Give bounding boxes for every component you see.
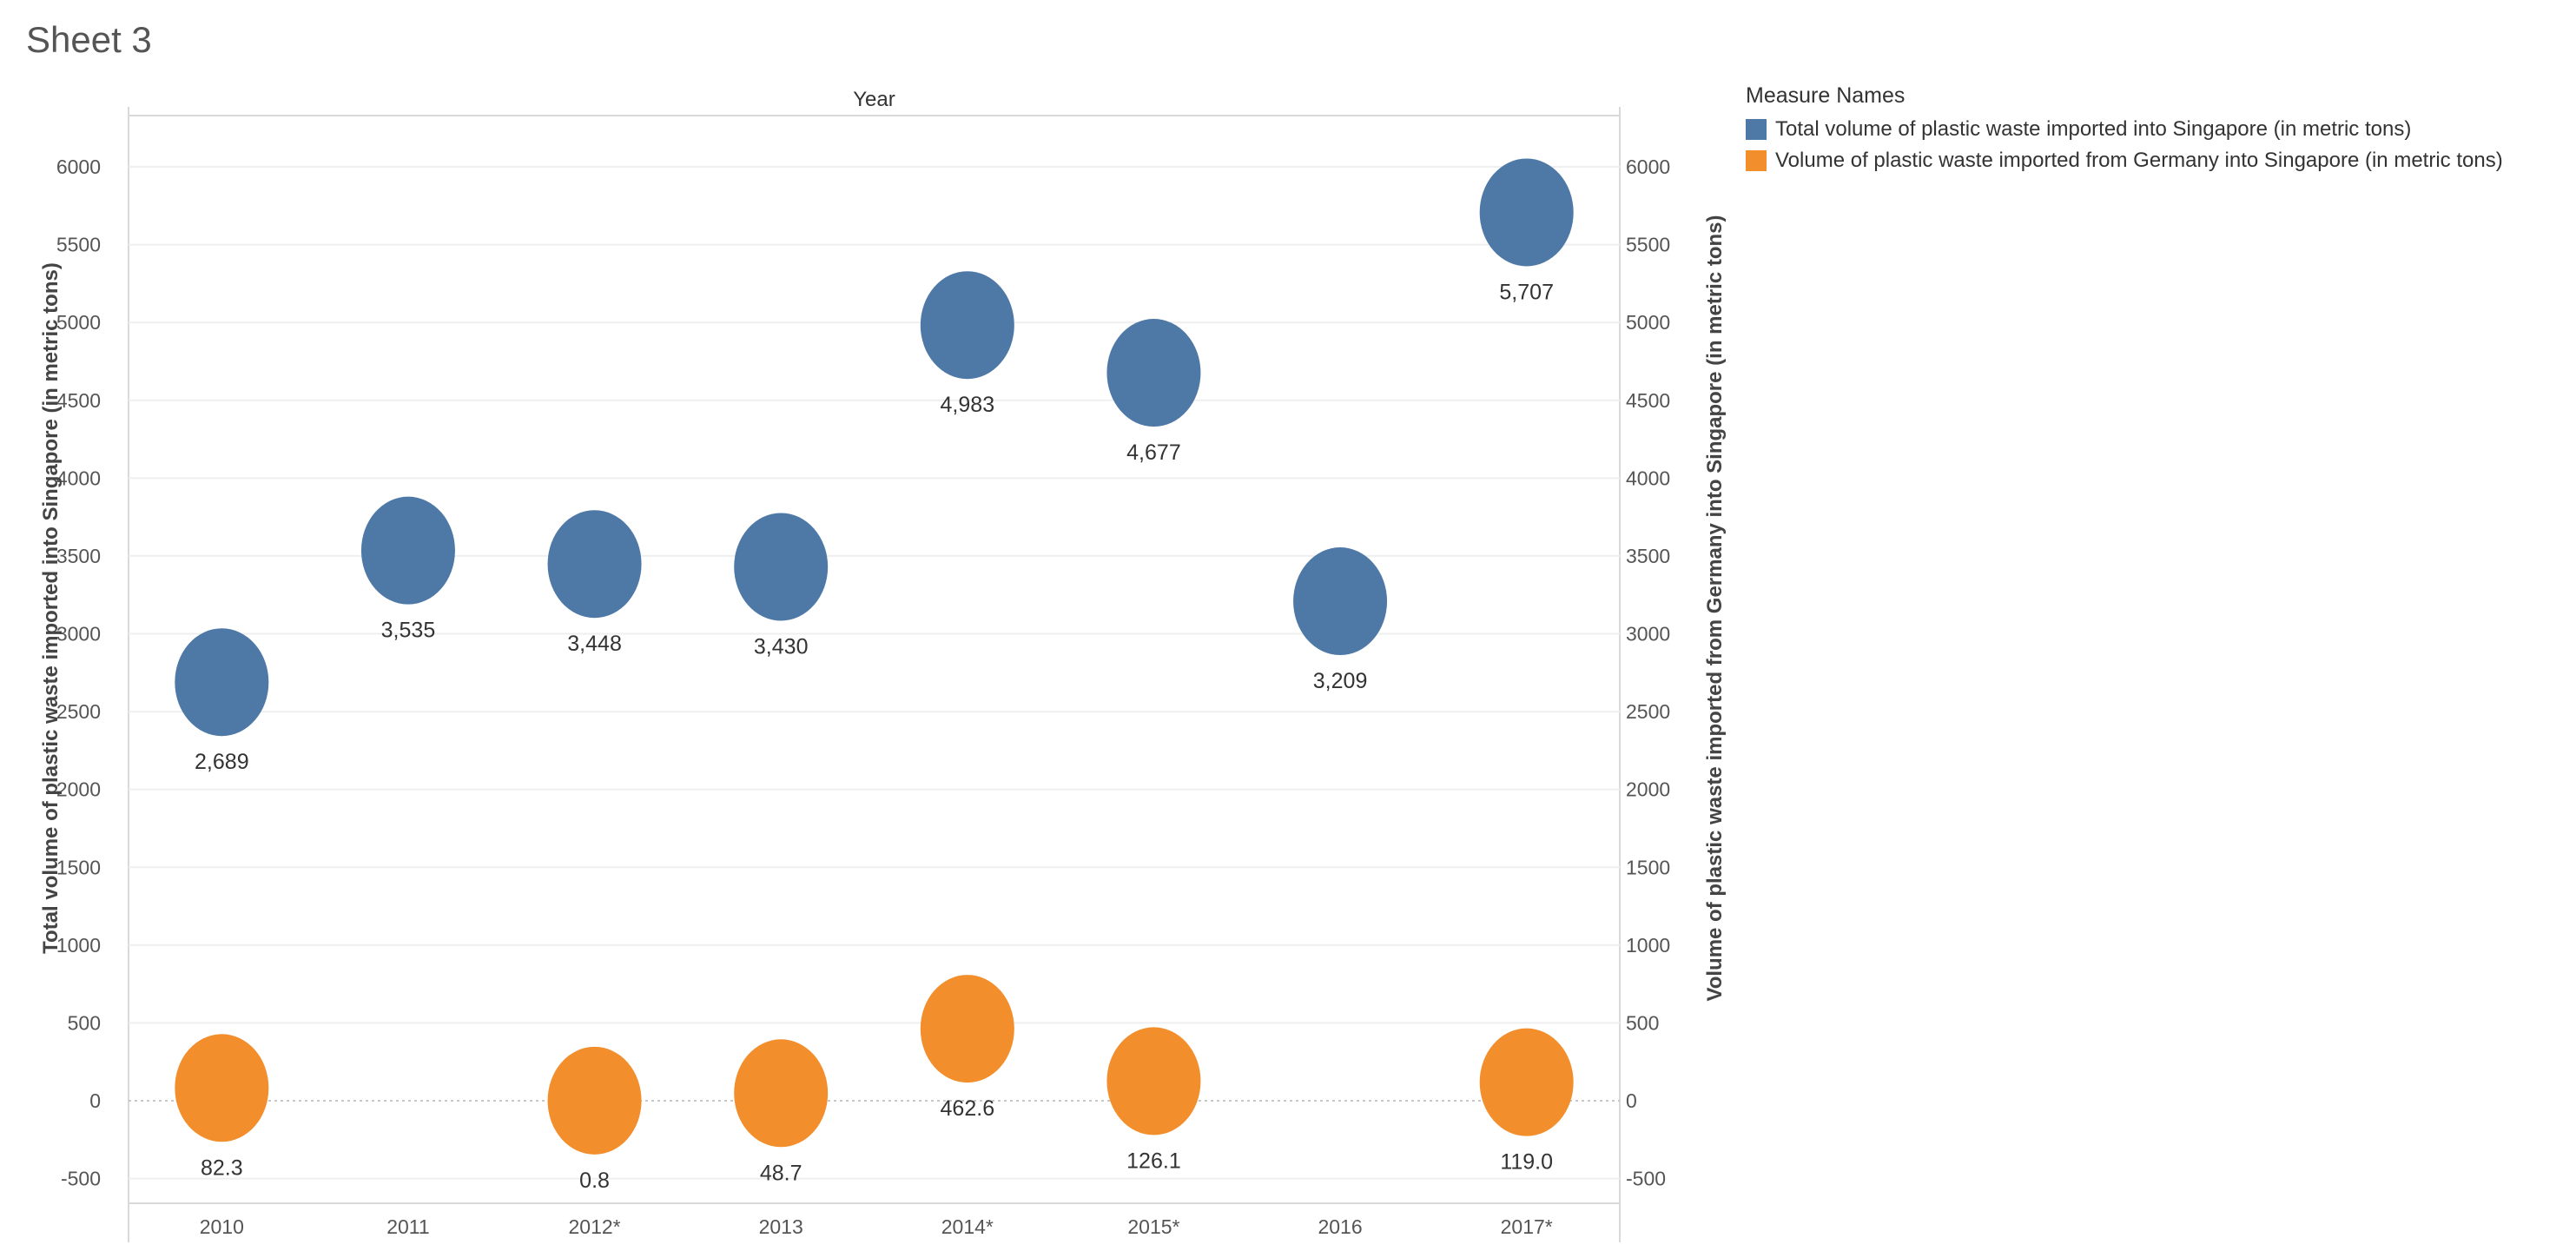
data-label-s0-5: 4,677 xyxy=(1126,440,1181,465)
y-tick-left: -500 xyxy=(61,1168,101,1190)
data-point-s0-1 xyxy=(360,496,455,605)
y-tick-right: 500 xyxy=(1626,1011,1659,1034)
y-tick-left: 0 xyxy=(89,1089,101,1112)
y-tick-left: 6000 xyxy=(56,156,101,178)
x-tick-label: 2012* xyxy=(569,1215,621,1238)
x-tick-label: 2016 xyxy=(1318,1215,1362,1238)
y-tick-right: 3500 xyxy=(1626,545,1670,567)
data-label-s1-2: 0.8 xyxy=(579,1169,610,1193)
y-tick-left: 5500 xyxy=(56,234,101,256)
legend-item-germany[interactable]: Volume of plastic waste imported from Ge… xyxy=(1746,149,2503,173)
legend: Measure Names Total volume of plastic wa… xyxy=(1746,83,2503,180)
y-tick-left: 4000 xyxy=(56,467,101,489)
legend-item-total[interactable]: Total volume of plastic waste imported i… xyxy=(1746,117,2503,142)
data-point-s0-4 xyxy=(920,271,1014,380)
data-point-s1-4 xyxy=(920,975,1014,1083)
y-tick-left: 2000 xyxy=(56,778,101,801)
y-tick-right: 3000 xyxy=(1626,623,1670,646)
x-tick-label: 2010 xyxy=(200,1215,244,1238)
data-point-s0-7 xyxy=(1479,158,1574,267)
data-point-s1-5 xyxy=(1106,1027,1201,1136)
data-point-s0-6 xyxy=(1293,547,1388,656)
y-tick-left: 2500 xyxy=(56,700,101,723)
data-label-s0-2: 3,448 xyxy=(567,632,622,656)
y-tick-right: 5500 xyxy=(1626,234,1670,256)
data-point-s1-3 xyxy=(734,1039,829,1148)
x-tick-label: 2017* xyxy=(1501,1215,1553,1238)
data-point-s0-5 xyxy=(1106,319,1201,427)
data-label-s1-0: 82.3 xyxy=(201,1155,243,1180)
data-label-s0-0: 2,689 xyxy=(195,750,249,774)
y-tick-right: 2500 xyxy=(1626,700,1670,723)
data-point-s1-0 xyxy=(175,1034,269,1142)
data-label-s0-4: 4,983 xyxy=(941,393,995,417)
legend-label-total: Total volume of plastic waste imported i… xyxy=(1775,117,2412,141)
x-tick-label: 2013 xyxy=(759,1215,803,1238)
y-tick-right: -500 xyxy=(1626,1168,1666,1190)
y-axis-title-left: Total volume of plastic waste imported i… xyxy=(39,262,63,954)
legend-title: Measure Names xyxy=(1746,83,1906,108)
data-point-s1-2 xyxy=(547,1046,642,1155)
y-axis-title-right: Volume of plastic waste imported from Ge… xyxy=(1703,215,1727,1001)
y-tick-right: 2000 xyxy=(1626,778,1670,801)
legend-swatch-total xyxy=(1746,119,1767,140)
legend-swatch-germany xyxy=(1746,150,1767,171)
y-tick-left: 1000 xyxy=(56,934,101,957)
data-point-s0-0 xyxy=(175,628,269,737)
y-tick-left: 1500 xyxy=(56,856,101,878)
x-tick-label: 2014* xyxy=(941,1215,994,1238)
data-point-s0-3 xyxy=(734,513,829,621)
sheet-title: Sheet 3 xyxy=(26,19,152,60)
x-tick-label: 2011 xyxy=(386,1215,429,1238)
y-tick-right: 1000 xyxy=(1626,934,1670,957)
data-label-s0-7: 5,707 xyxy=(1499,280,1554,304)
y-tick-left: 3000 xyxy=(56,623,101,646)
data-point-s1-7 xyxy=(1479,1028,1574,1136)
y-tick-right: 4000 xyxy=(1626,467,1670,489)
data-label-s0-1: 3,535 xyxy=(381,619,436,643)
y-tick-right: 1500 xyxy=(1626,856,1670,878)
legend-label-germany: Volume of plastic waste imported from Ge… xyxy=(1775,149,2503,172)
data-label-s0-6: 3,209 xyxy=(1313,669,1368,693)
y-tick-left: 4500 xyxy=(56,389,101,412)
y-tick-left: 3500 xyxy=(56,545,101,567)
data-point-s0-2 xyxy=(547,510,642,619)
y-tick-right: 6000 xyxy=(1626,156,1670,178)
x-tick-label: 2015* xyxy=(1127,1215,1179,1238)
data-label-s1-5: 126.1 xyxy=(1126,1149,1181,1173)
y-tick-right: 0 xyxy=(1626,1089,1637,1112)
y-tick-right: 4500 xyxy=(1626,389,1670,412)
header-title: Year xyxy=(853,88,895,111)
y-tick-right: 5000 xyxy=(1626,311,1670,334)
y-tick-left: 5000 xyxy=(56,311,101,334)
y-tick-left: 500 xyxy=(68,1011,101,1034)
data-label-s1-4: 462.6 xyxy=(941,1096,995,1121)
data-label-s1-3: 48.7 xyxy=(760,1161,803,1185)
data-label-s1-7: 119.0 xyxy=(1500,1150,1553,1175)
data-label-s0-3: 3,430 xyxy=(754,634,809,659)
